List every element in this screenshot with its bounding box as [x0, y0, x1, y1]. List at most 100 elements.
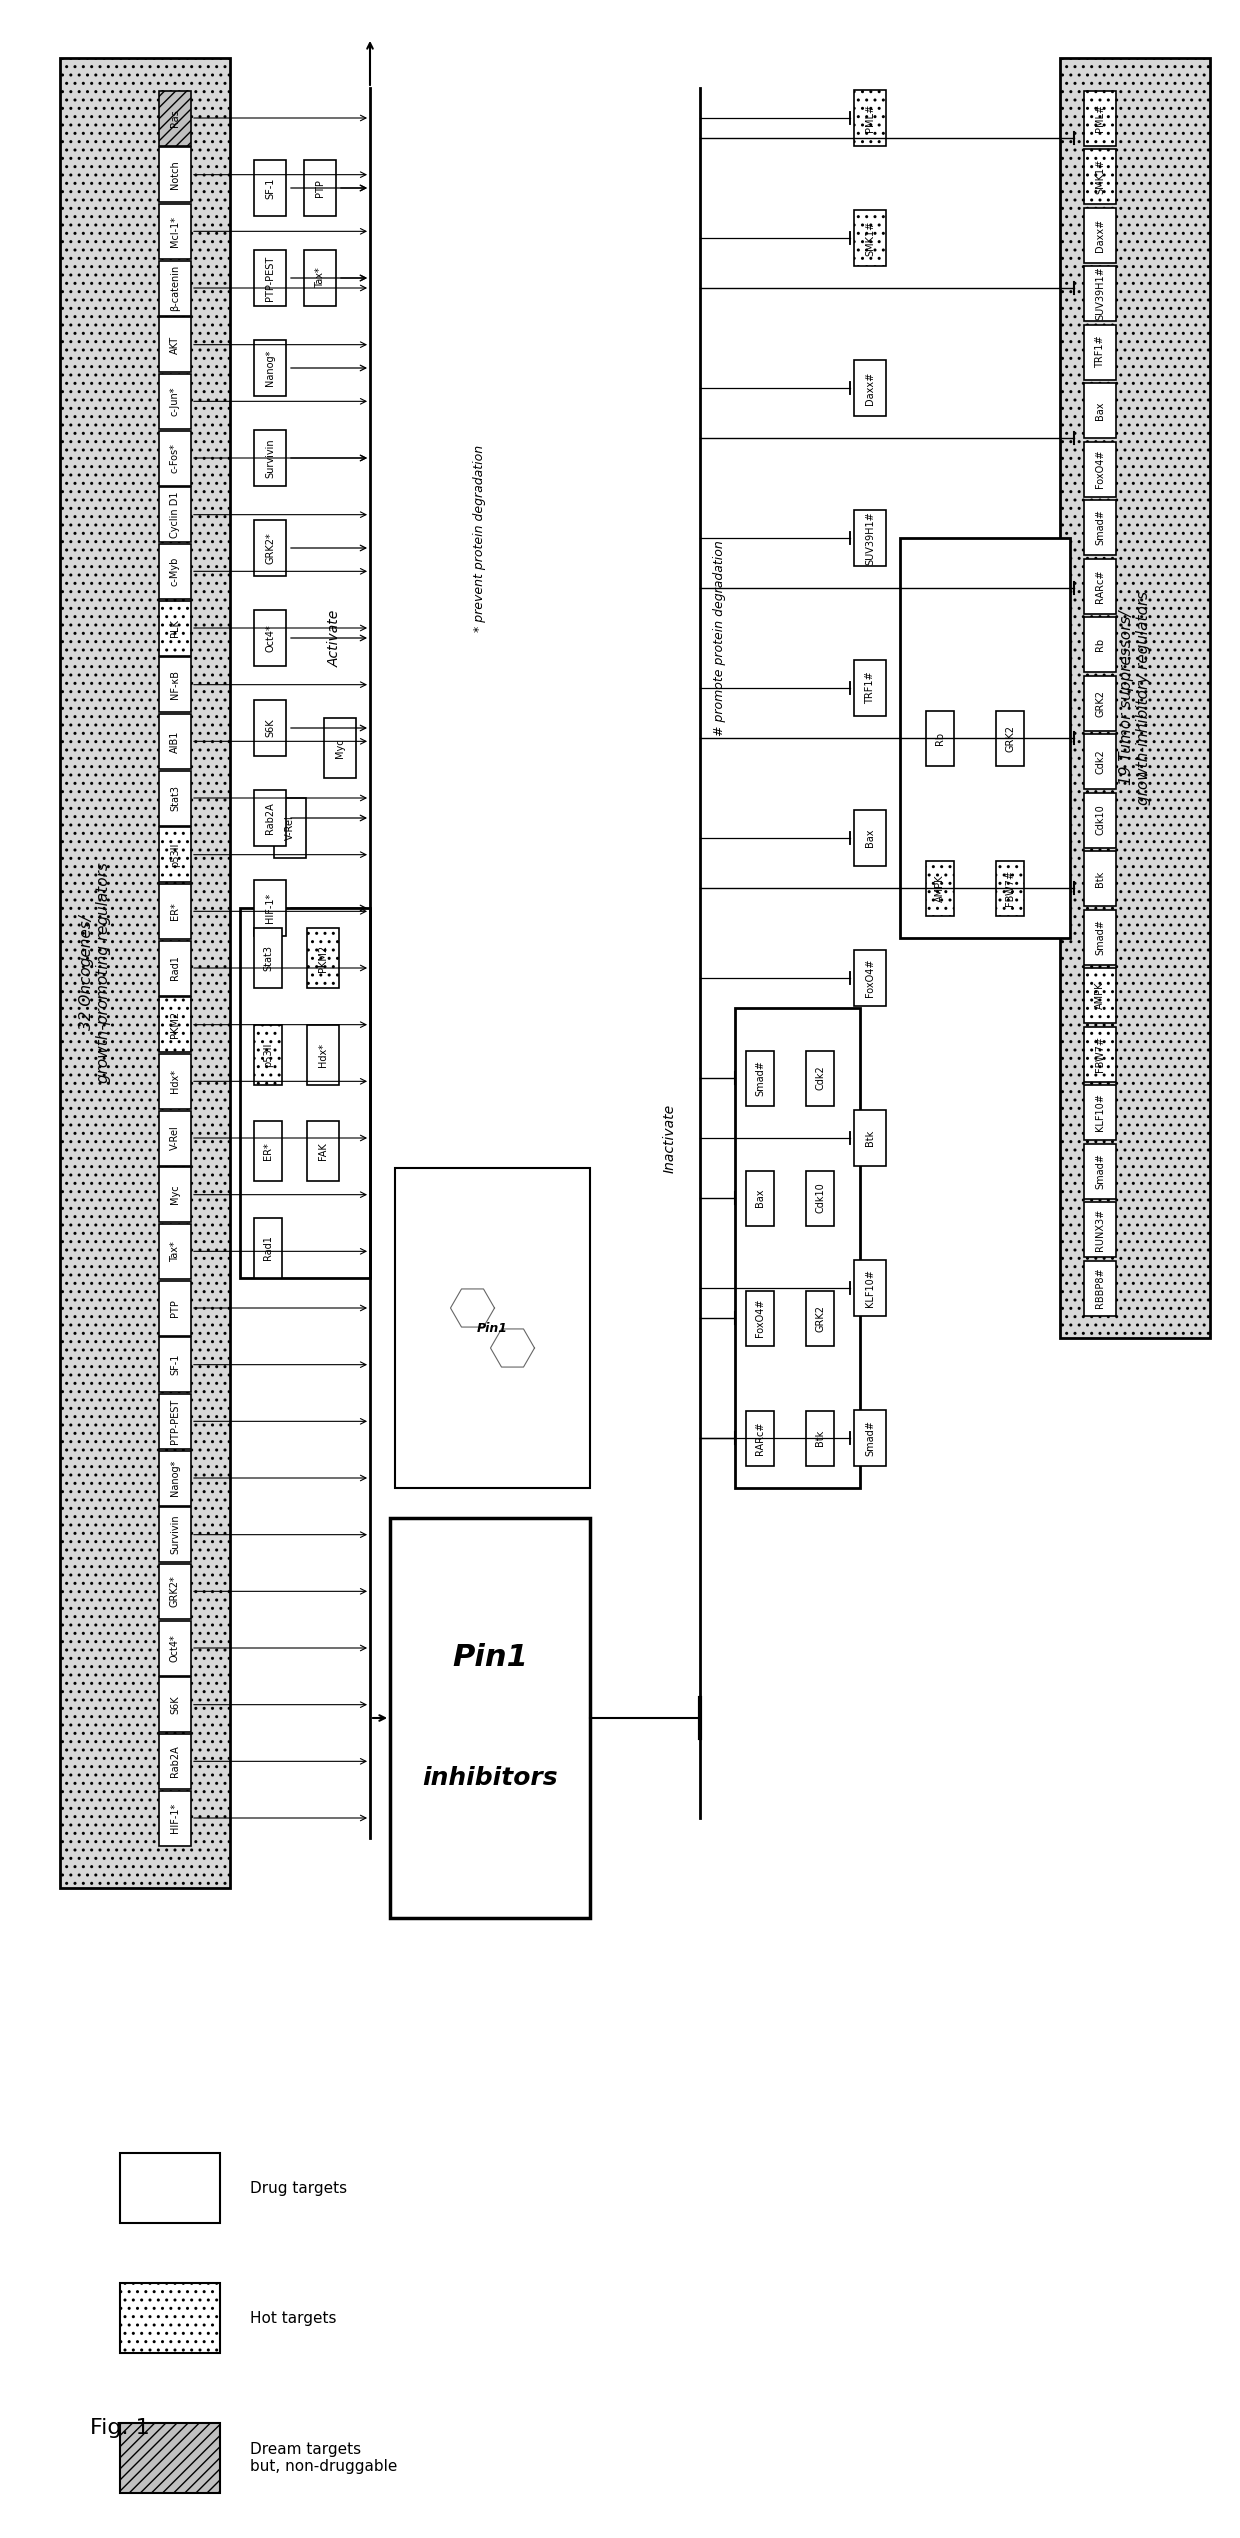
Text: Bax: Bax [1095, 401, 1105, 419]
Bar [254, 160, 286, 216]
Bar [159, 1282, 191, 1335]
Bar [159, 1112, 191, 1165]
Bar [746, 1289, 774, 1345]
Bar [1084, 617, 1116, 673]
Bar [254, 1025, 281, 1084]
Bar [241, 909, 370, 1279]
Bar [159, 431, 191, 485]
Text: V-Rel: V-Rel [170, 1127, 180, 1150]
Text: # promote protein degradation: # promote protein degradation [713, 541, 727, 736]
Bar [746, 1170, 774, 1226]
Text: GRK2: GRK2 [1004, 723, 1016, 751]
Text: Survivin: Survivin [265, 439, 275, 477]
Text: c-Myb: c-Myb [170, 556, 180, 586]
Bar [854, 360, 887, 416]
Bar [854, 660, 887, 716]
Text: GRK2: GRK2 [815, 1305, 825, 1332]
Text: FBW7#: FBW7# [1004, 871, 1016, 906]
Bar [159, 713, 191, 769]
Text: RBBP8#: RBBP8# [1095, 1266, 1105, 1307]
Text: Fig. 1: Fig. 1 [91, 2419, 150, 2439]
Bar [1084, 91, 1116, 145]
Text: Smad#: Smad# [1095, 1152, 1105, 1188]
Text: AMPK: AMPK [1095, 982, 1105, 1010]
Bar [806, 1411, 835, 1464]
Text: GRK2*: GRK2* [265, 533, 275, 563]
Text: Inactivate: Inactivate [663, 1104, 677, 1173]
Text: PML#: PML# [1095, 104, 1105, 132]
Bar [1084, 1025, 1116, 1081]
Bar [1084, 383, 1116, 439]
Text: RARc#: RARc# [1095, 569, 1105, 602]
Text: Rad1: Rad1 [170, 957, 180, 980]
Text: c-Jun*: c-Jun* [170, 386, 180, 416]
Bar [60, 58, 229, 1888]
Text: FAK: FAK [317, 1142, 329, 1160]
Text: 19 Tumor suppressors/
growth-inhibitory regulators: 19 Tumor suppressors/ growth-inhibitory … [1118, 591, 1151, 805]
Text: Tax*: Tax* [315, 266, 325, 289]
Text: GRK2: GRK2 [1095, 690, 1105, 716]
Text: AKT: AKT [170, 335, 180, 353]
Text: Btk: Btk [1095, 871, 1105, 886]
Bar [391, 1518, 590, 1919]
Bar [159, 997, 191, 1053]
Text: FBW7#: FBW7# [1095, 1036, 1105, 1071]
Bar [159, 203, 191, 259]
Bar [806, 1289, 835, 1345]
Bar [1084, 1261, 1116, 1315]
Text: AMPK: AMPK [935, 873, 945, 901]
Text: Cdk2: Cdk2 [815, 1066, 825, 1091]
Bar [1060, 58, 1210, 1338]
Bar [254, 251, 286, 307]
Text: Smad#: Smad# [755, 1061, 765, 1096]
Text: TRF1#: TRF1# [866, 673, 875, 706]
Bar [746, 1051, 774, 1107]
Bar [159, 1223, 191, 1279]
Text: PKM2: PKM2 [317, 944, 329, 972]
Bar [159, 883, 191, 939]
Text: S6K: S6K [265, 718, 275, 739]
Bar [854, 510, 887, 566]
Bar [254, 700, 286, 756]
Text: Cdk10: Cdk10 [815, 1183, 825, 1213]
Bar [159, 827, 191, 883]
Text: PTP-PEST: PTP-PEST [170, 1398, 180, 1444]
Bar [900, 538, 1070, 939]
Text: Smad#: Smad# [866, 1421, 875, 1457]
Bar [159, 942, 191, 995]
Text: Daxx#: Daxx# [1095, 218, 1105, 251]
Text: Btk: Btk [815, 1429, 825, 1447]
Text: Bax: Bax [866, 830, 875, 848]
Bar [159, 1167, 191, 1223]
Bar [854, 1259, 887, 1317]
Text: Stat3: Stat3 [170, 784, 180, 812]
Bar [1084, 1145, 1116, 1198]
Text: c-Fos*: c-Fos* [170, 444, 180, 472]
Text: Rb: Rb [935, 731, 945, 744]
Bar [159, 487, 191, 543]
Text: FoxO4#: FoxO4# [866, 959, 875, 997]
Bar [159, 317, 191, 373]
Text: Rb: Rb [1095, 637, 1105, 652]
Text: Rad1: Rad1 [263, 1236, 273, 1261]
Bar [159, 1678, 191, 1731]
Bar [1084, 325, 1116, 381]
Bar [1084, 150, 1116, 203]
Text: FoxO4#: FoxO4# [755, 1299, 765, 1338]
Bar [159, 91, 191, 145]
Text: Rab2A: Rab2A [170, 1746, 180, 1777]
Text: ER*: ER* [263, 1142, 273, 1160]
Bar [304, 160, 336, 216]
Text: Survivin: Survivin [170, 1515, 180, 1553]
Text: Activate: Activate [329, 609, 342, 667]
Bar [1084, 442, 1116, 497]
Bar [854, 949, 887, 1005]
Text: inhibitors: inhibitors [422, 1766, 558, 1789]
Bar [1084, 967, 1116, 1023]
Text: TRF1#: TRF1# [1095, 335, 1105, 368]
Text: Tax*: Tax* [170, 1241, 180, 1261]
Bar [1084, 675, 1116, 731]
Text: PML#: PML# [866, 104, 875, 132]
Text: SF-1: SF-1 [170, 1353, 180, 1376]
Bar [304, 251, 336, 307]
